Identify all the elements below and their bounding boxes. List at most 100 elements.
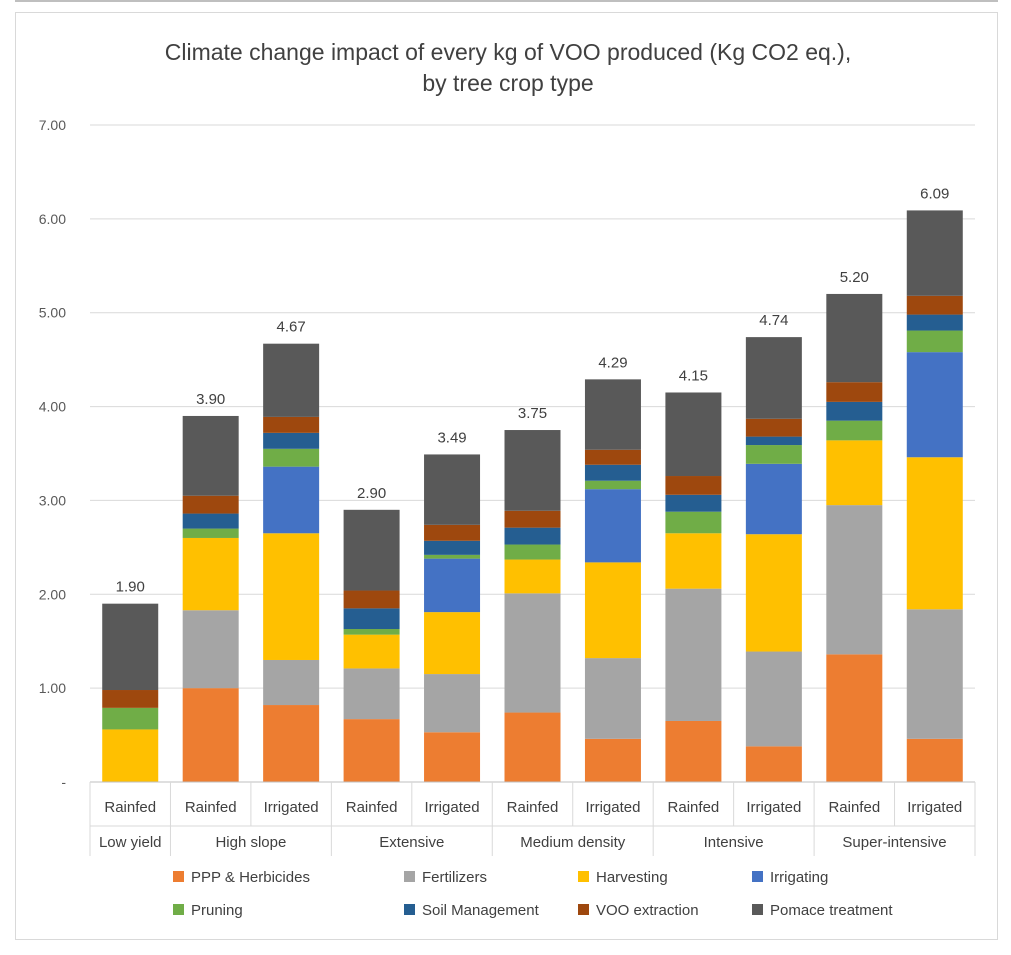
bar-segment [182,513,239,529]
bar-stacks [102,210,963,782]
bar-segment [665,392,722,477]
bar-segment [745,534,802,652]
y-tick-label: 5.00 [39,305,66,321]
legend-item: VOO extraction [578,902,699,919]
bar-segment [745,445,802,464]
bar-segment [906,738,963,782]
bar-segment [584,738,641,782]
legend-item: Harvesting [578,869,668,886]
bar-segment [424,674,481,733]
bar-segment [665,720,722,782]
bar-segment [263,659,320,706]
x-group-label: Extensive [379,834,444,851]
bar-segment [343,590,400,609]
bar-total-labels: 1.90 3.90 4.67 2.90 3.49 3.75 4.29 4.15 4.74 5.20… [116,185,950,595]
y-axis-ticks: - 1.00 2.00 3.00 4.00 5.00 6.00 7.00 [39,117,67,790]
bar-segment [182,537,239,611]
legend-item: Pomace treatment [752,902,893,919]
bar-segment [906,295,963,315]
bar-total-label: 4.74 [759,312,788,329]
bar-segment [424,558,481,613]
bar-stack [906,210,963,782]
bar-stack [102,603,159,782]
y-tick-label: 1.00 [39,680,66,696]
bar-segment [424,554,481,559]
bar-segment [665,511,722,534]
x-tick-label: Irrigated [746,799,801,816]
bar-segment [584,379,641,450]
bar-total-label: 4.67 [277,319,306,336]
y-tick-label: - [61,774,66,790]
bar-total-label: 5.20 [840,269,869,286]
bar-segment [584,489,641,563]
top-border-line [15,0,998,2]
legend-label: Pomace treatment [770,902,893,919]
legend-label: Pruning [191,902,243,919]
bar-segment [745,436,802,446]
bar-segment [102,707,159,730]
bar-segment [906,314,963,331]
legend-label: Harvesting [596,869,668,886]
x-tick-label: Irrigated [907,799,962,816]
bar-segment [504,712,561,782]
bar-segment [182,528,239,538]
legend-item: Pruning [173,902,243,919]
bar-stack [584,379,641,782]
legend-item: PPP & Herbicides [173,869,310,886]
x-group-label: High slope [215,834,286,851]
bar-segment [424,454,481,525]
bar-segment [584,464,641,481]
bar-total-label: 6.09 [920,185,949,202]
x-tick-label: Rainfed [668,799,720,816]
bar-segment [504,527,561,545]
legend-item: Fertilizers [404,869,487,886]
bar-segment [424,612,481,675]
bar-total-label: 3.49 [437,429,466,446]
legend-swatch [752,904,763,915]
bar-total-label: 1.90 [116,579,145,596]
x-tick-label: Rainfed [507,799,559,816]
bar-segment [906,609,963,739]
legend-swatch [173,904,184,915]
legend-label: PPP & Herbicides [191,869,310,886]
bar-segment [665,494,722,512]
bar-segment [424,540,481,555]
x-group-label: Super-intensive [842,834,946,851]
chart-title-line-1: Climate change impact of every kg of VOO… [165,39,852,65]
legend-swatch [404,904,415,915]
legend-swatch [578,904,589,915]
bar-segment [826,293,883,383]
bar-segment [584,480,641,490]
y-tick-label: 4.00 [39,399,66,415]
bar-segment [745,746,802,782]
bar-stack [182,415,239,782]
bar-segment [906,330,963,353]
bar-segment [182,610,239,689]
x-tick-label: Rainfed [104,799,156,816]
bar-segment [343,634,400,669]
bar-segment [745,463,802,535]
legend-swatch [404,871,415,882]
bar-segment [584,449,641,465]
bar-segment [343,629,400,635]
bar-stack [665,392,722,782]
x-tick-label: Irrigated [425,799,480,816]
bar-segment [504,430,561,511]
bar-total-label: 4.29 [598,354,627,371]
chart-title-line-2: by tree crop type [422,70,593,96]
bar-segment [906,457,963,610]
legend-label: Irrigating [770,869,828,886]
bar-segment [584,658,641,739]
x-axis: Rainfed Rainfed Irrigated Rainfed Irrigated R… [89,781,976,856]
bar-segment [102,690,159,708]
x-group-label: Medium density [520,834,626,851]
legend-swatch [578,871,589,882]
bar-segment [343,668,400,720]
bar-segment [504,544,561,560]
bar-stack [504,430,561,782]
bar-stack [826,293,883,782]
legend-item: Soil Management [404,902,540,919]
bar-segment [263,466,320,534]
bar-segment [102,729,159,782]
